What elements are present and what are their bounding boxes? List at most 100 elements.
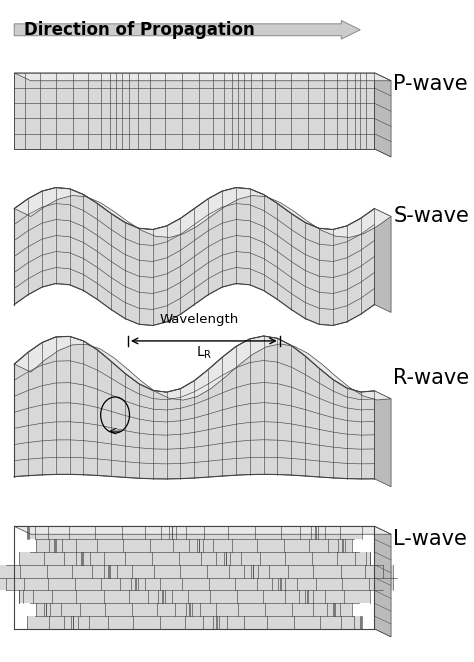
Polygon shape [216, 603, 238, 616]
Polygon shape [56, 236, 70, 253]
Polygon shape [307, 591, 308, 603]
Polygon shape [222, 187, 236, 207]
Polygon shape [83, 226, 97, 252]
Polygon shape [319, 461, 333, 478]
Polygon shape [181, 404, 194, 421]
Polygon shape [277, 252, 292, 277]
Polygon shape [167, 434, 181, 449]
Polygon shape [97, 236, 111, 261]
Polygon shape [28, 405, 42, 426]
Polygon shape [208, 255, 222, 279]
Polygon shape [219, 616, 228, 629]
Polygon shape [361, 240, 374, 266]
Polygon shape [194, 369, 208, 392]
Polygon shape [111, 378, 125, 401]
Polygon shape [27, 526, 28, 539]
Polygon shape [236, 187, 250, 205]
Polygon shape [236, 236, 250, 253]
Polygon shape [120, 577, 131, 591]
FancyArrow shape [14, 21, 360, 39]
Polygon shape [347, 408, 361, 422]
Polygon shape [54, 539, 55, 552]
Polygon shape [180, 565, 207, 577]
Polygon shape [277, 440, 292, 458]
Polygon shape [235, 577, 257, 591]
Polygon shape [181, 463, 194, 479]
Polygon shape [186, 603, 190, 616]
Polygon shape [139, 384, 153, 399]
Polygon shape [208, 427, 222, 446]
Polygon shape [236, 252, 250, 269]
Polygon shape [70, 336, 83, 364]
Polygon shape [70, 361, 83, 385]
Polygon shape [264, 275, 277, 299]
Polygon shape [14, 442, 28, 461]
Polygon shape [70, 205, 83, 226]
Polygon shape [292, 293, 305, 318]
Text: R-wave: R-wave [393, 367, 470, 388]
Polygon shape [69, 526, 95, 539]
Polygon shape [361, 273, 374, 299]
Polygon shape [70, 237, 83, 259]
Polygon shape [163, 591, 165, 603]
Polygon shape [42, 236, 56, 255]
Polygon shape [236, 440, 250, 459]
Polygon shape [28, 441, 42, 459]
Polygon shape [264, 242, 277, 267]
Polygon shape [309, 539, 328, 552]
Polygon shape [153, 258, 167, 277]
Polygon shape [46, 603, 50, 616]
Polygon shape [224, 552, 226, 565]
Polygon shape [267, 616, 294, 629]
Polygon shape [222, 406, 236, 427]
Polygon shape [97, 442, 111, 460]
Polygon shape [264, 361, 277, 383]
Polygon shape [49, 539, 54, 552]
Polygon shape [28, 223, 42, 247]
Polygon shape [109, 565, 110, 577]
Polygon shape [111, 460, 125, 477]
Polygon shape [257, 577, 272, 591]
Polygon shape [250, 457, 264, 475]
Polygon shape [97, 350, 111, 378]
Polygon shape [70, 269, 83, 291]
Polygon shape [315, 526, 316, 539]
Polygon shape [125, 431, 139, 448]
Polygon shape [319, 383, 333, 404]
Polygon shape [132, 565, 154, 577]
Polygon shape [160, 616, 185, 629]
Polygon shape [340, 526, 362, 539]
Polygon shape [333, 418, 347, 434]
Polygon shape [104, 565, 108, 577]
Polygon shape [80, 603, 105, 616]
Polygon shape [181, 381, 194, 397]
Polygon shape [222, 267, 236, 287]
Polygon shape [42, 337, 56, 365]
Polygon shape [153, 391, 167, 400]
Polygon shape [222, 252, 236, 271]
Polygon shape [14, 352, 28, 380]
Polygon shape [194, 279, 208, 305]
Polygon shape [313, 603, 327, 616]
Polygon shape [360, 616, 361, 629]
Polygon shape [272, 577, 278, 591]
Polygon shape [50, 603, 61, 616]
Polygon shape [48, 577, 75, 591]
Polygon shape [340, 603, 352, 616]
Polygon shape [28, 271, 42, 295]
Polygon shape [172, 591, 188, 603]
Polygon shape [236, 203, 250, 221]
Polygon shape [305, 375, 319, 399]
Polygon shape [299, 591, 305, 603]
Polygon shape [277, 383, 292, 406]
Polygon shape [203, 539, 213, 552]
Polygon shape [189, 539, 197, 552]
Polygon shape [222, 203, 236, 223]
Polygon shape [320, 616, 341, 629]
Polygon shape [345, 591, 370, 603]
Polygon shape [90, 552, 104, 565]
Polygon shape [145, 577, 160, 591]
Polygon shape [264, 457, 277, 475]
Polygon shape [318, 526, 325, 539]
Polygon shape [325, 526, 340, 539]
